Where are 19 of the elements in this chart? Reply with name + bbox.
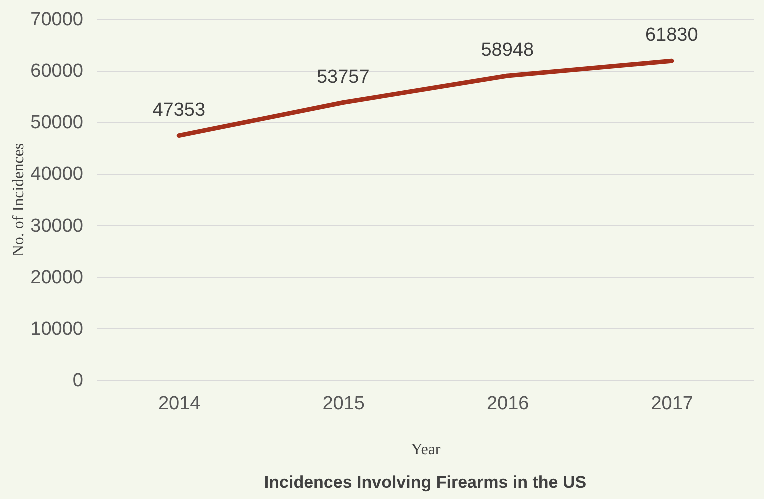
x-tick-label: 2014 <box>158 394 202 414</box>
y-tick-label: 60000 <box>30 61 84 82</box>
text: Incidences Involving Firearms in the US <box>264 473 587 492</box>
y-tick-label: 40000 <box>30 164 84 186</box>
x-tick-label: 2017 <box>651 394 694 414</box>
y-tick-label: 10000 <box>30 318 84 340</box>
data-label: 61830 <box>645 25 698 46</box>
x-tick-label: 2016 <box>486 394 530 414</box>
x-axis-title: Year <box>411 442 442 458</box>
x-tick-label: 2015 <box>322 394 366 414</box>
data-label: 58948 <box>481 40 534 61</box>
data-label: 47353 <box>152 100 206 121</box>
y-tick-label: 70000 <box>30 10 84 30</box>
y-tick-label: 30000 <box>30 216 84 237</box>
y-tick-label: 20000 <box>30 267 84 288</box>
y-tick-label: 50000 <box>30 112 84 134</box>
y-tick-label: 0 <box>72 370 84 392</box>
y-axis-title: No. of Incidences <box>10 143 28 257</box>
data-label: 53757 <box>316 66 370 88</box>
